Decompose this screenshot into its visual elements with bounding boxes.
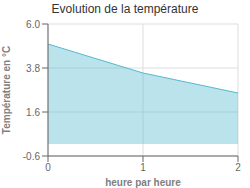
svg-text:heure par heure: heure par heure bbox=[105, 177, 181, 188]
svg-text:-0.6: -0.6 bbox=[23, 151, 41, 162]
html-text:Evolution de la température: Evolution de la température bbox=[51, 2, 199, 16]
svg-text:Température en °C: Température en °C bbox=[1, 46, 12, 134]
svg-text:0: 0 bbox=[45, 162, 51, 173]
svg-text:1: 1 bbox=[140, 162, 146, 173]
svg-text:1.6: 1.6 bbox=[26, 107, 40, 118]
svg-text:6.0: 6.0 bbox=[26, 19, 40, 30]
svg-text:2: 2 bbox=[235, 162, 241, 173]
svg-text:3.8: 3.8 bbox=[26, 63, 40, 74]
